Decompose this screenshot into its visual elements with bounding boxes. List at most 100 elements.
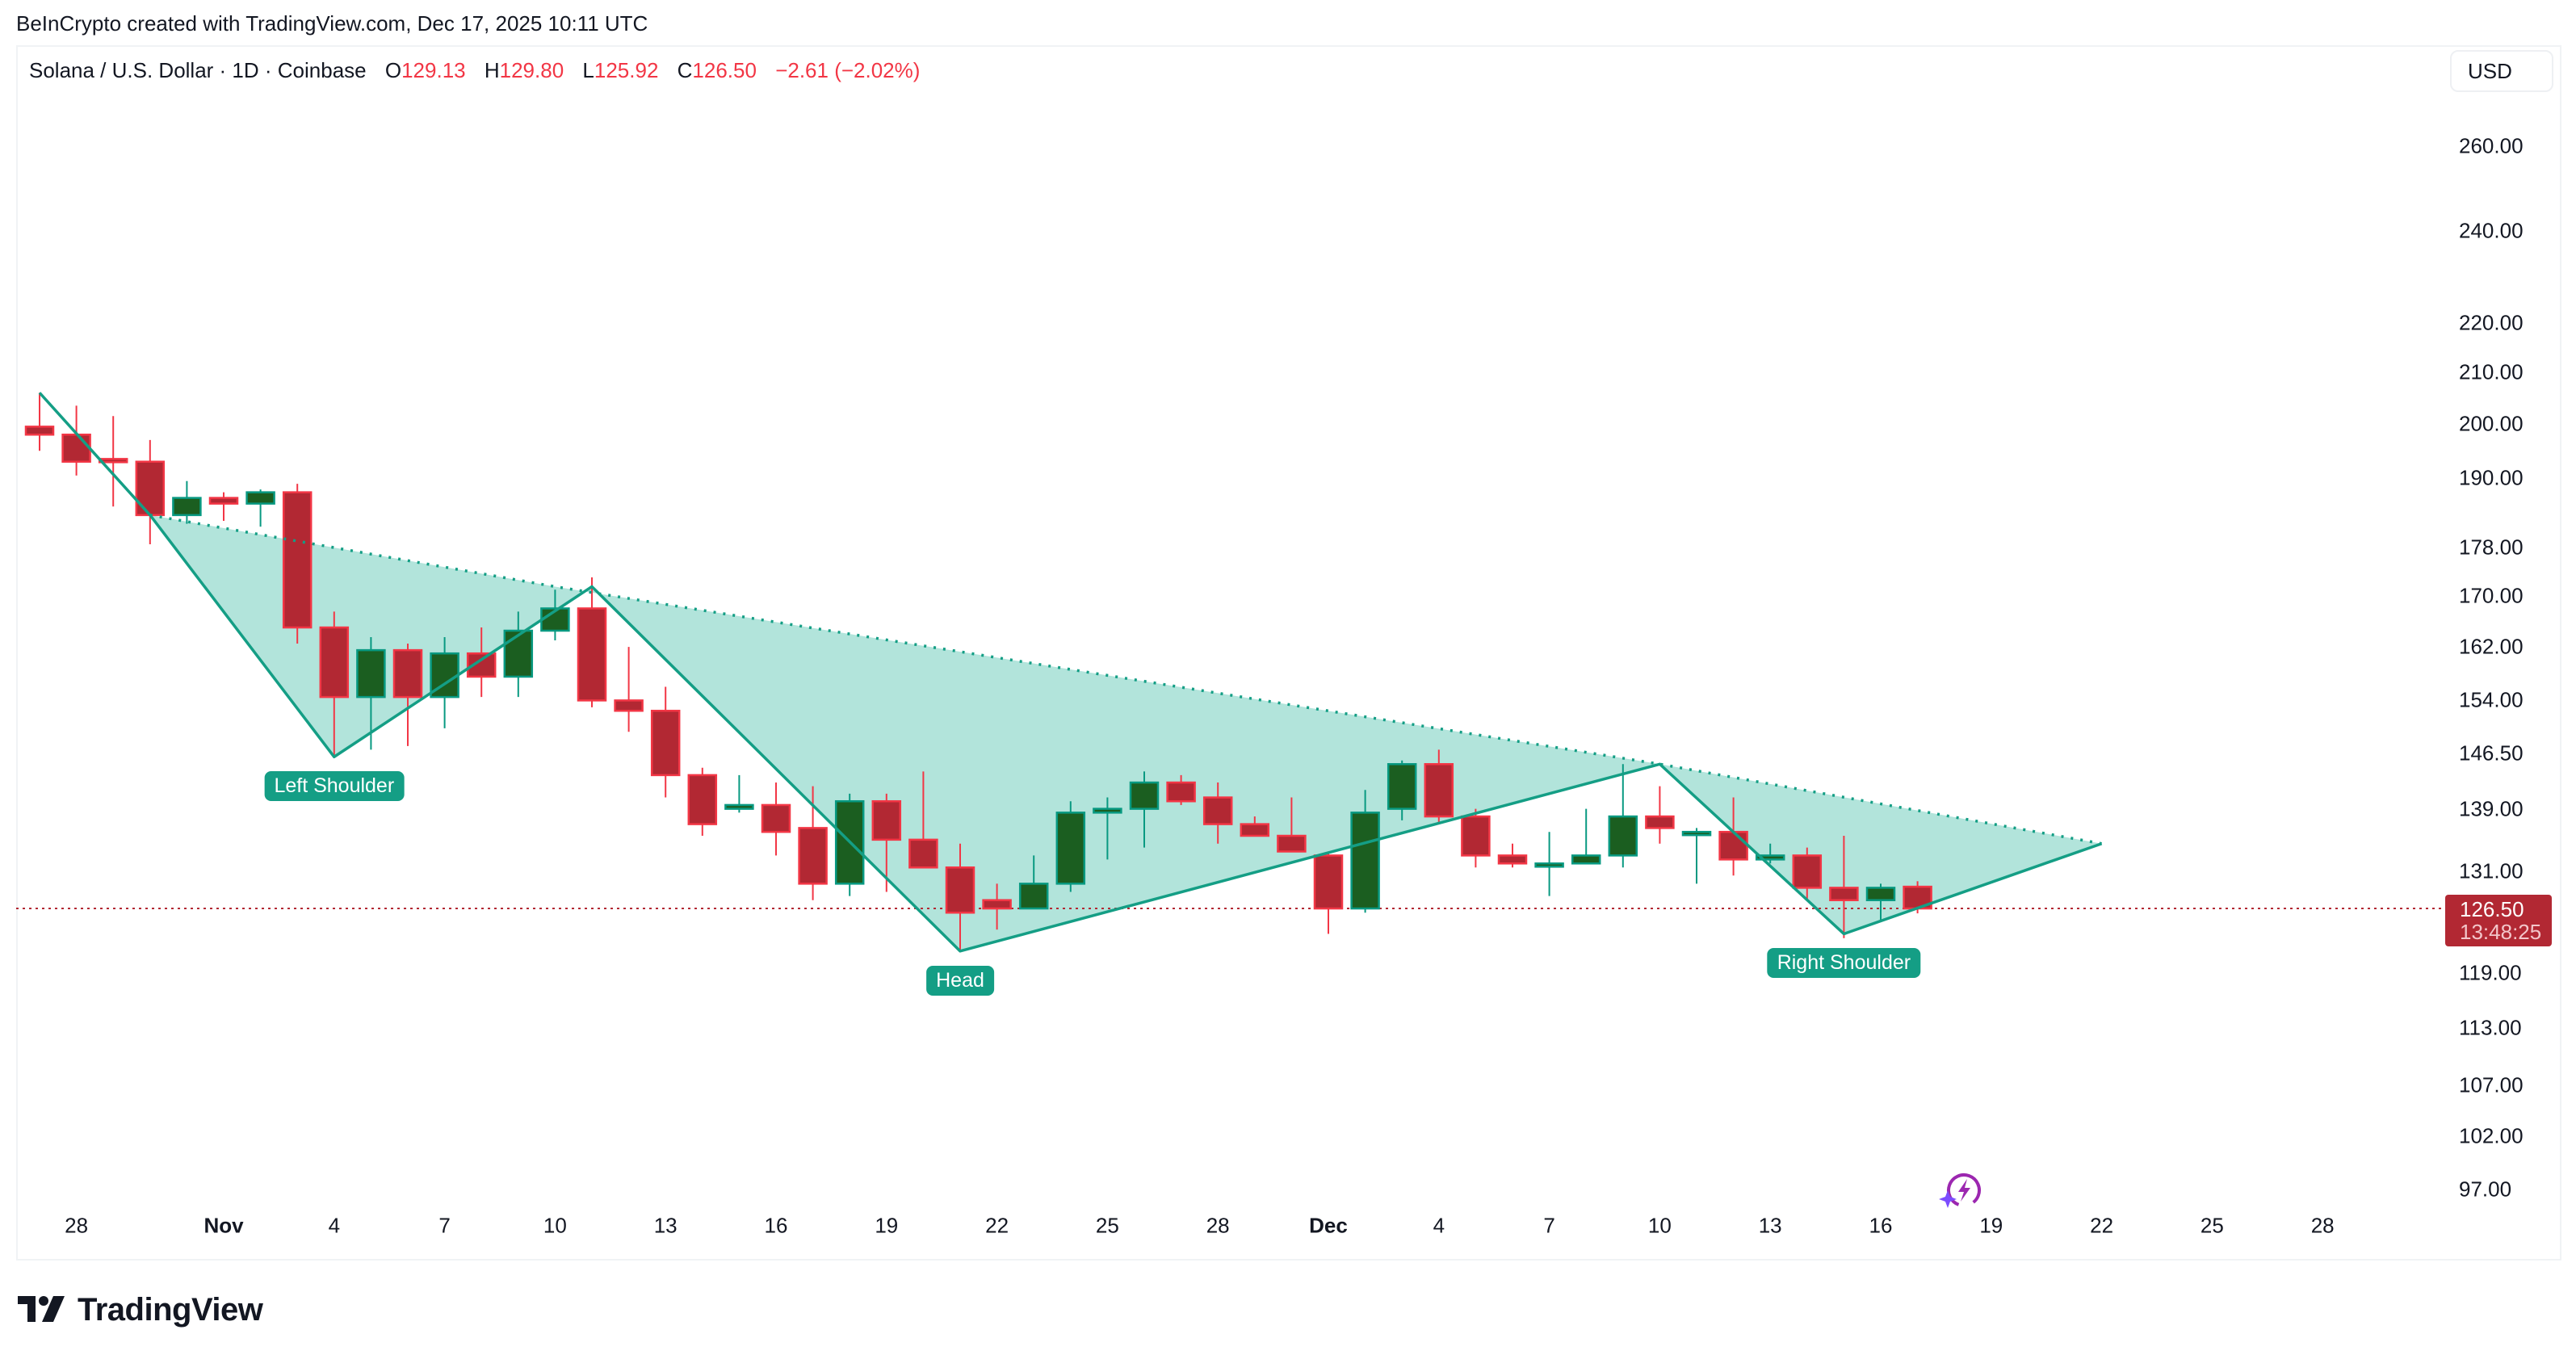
bar-countdown: 13:48:25 bbox=[2460, 920, 2542, 944]
candle-down[interactable] bbox=[319, 626, 350, 698]
candle-down[interactable] bbox=[871, 799, 902, 841]
price-tick: 119.00 bbox=[2459, 960, 2522, 985]
candle-up[interactable] bbox=[1608, 815, 1638, 857]
price-tick: 220.00 bbox=[2459, 310, 2524, 335]
candle-down[interactable] bbox=[24, 426, 55, 436]
current-price-badge: 126.50 13:48:25 bbox=[2445, 895, 2552, 946]
date-tick: 19 bbox=[1979, 1213, 2003, 1238]
candle-up[interactable] bbox=[1681, 830, 1712, 837]
tradingview-logo-icon bbox=[18, 1295, 65, 1322]
candle-down[interactable] bbox=[650, 709, 681, 777]
close-label: C bbox=[677, 58, 693, 82]
candle-down[interactable] bbox=[982, 899, 1012, 910]
candle-up[interactable] bbox=[245, 491, 275, 505]
date-tick: 10 bbox=[1647, 1213, 1672, 1238]
price-tick: 162.00 bbox=[2459, 634, 2524, 659]
pattern-fill-area bbox=[149, 514, 2102, 951]
candle-down[interactable] bbox=[1166, 781, 1196, 803]
candle-down[interactable] bbox=[687, 774, 718, 825]
price-tick: 97.00 bbox=[2459, 1177, 2512, 1202]
date-tick: 7 bbox=[1543, 1213, 1555, 1238]
price-tick: 154.00 bbox=[2459, 687, 2524, 712]
candle-up[interactable] bbox=[356, 648, 386, 698]
candle-down[interactable] bbox=[135, 460, 166, 517]
low-label: L bbox=[582, 58, 594, 82]
date-tick: 16 bbox=[764, 1213, 788, 1238]
date-tick: 25 bbox=[2200, 1213, 2224, 1238]
date-tick: 28 bbox=[2310, 1213, 2335, 1238]
candle-down[interactable] bbox=[1461, 815, 1491, 857]
candle-down[interactable] bbox=[945, 866, 975, 914]
frame-right-border bbox=[2560, 45, 2561, 1261]
date-tick: 4 bbox=[328, 1213, 341, 1238]
candle-down[interactable] bbox=[208, 497, 239, 505]
date-tick: 16 bbox=[1869, 1213, 1893, 1238]
currency-button[interactable]: USD bbox=[2450, 50, 2553, 92]
candle-down[interactable] bbox=[1240, 823, 1270, 837]
candle-down[interactable] bbox=[1202, 796, 1233, 825]
candle-down[interactable] bbox=[1792, 854, 1823, 889]
open-label: O bbox=[384, 58, 402, 82]
candle-up[interactable] bbox=[1129, 781, 1160, 810]
candle-down[interactable] bbox=[1645, 815, 1675, 829]
close-value: 126.50 bbox=[692, 58, 757, 82]
candle-down[interactable] bbox=[1277, 834, 1307, 853]
price-tick: 200.00 bbox=[2459, 411, 2524, 436]
candle-up[interactable] bbox=[724, 803, 754, 810]
candle-down[interactable] bbox=[392, 648, 423, 698]
candle-up[interactable] bbox=[1865, 887, 1896, 901]
candle-up[interactable] bbox=[1350, 812, 1380, 910]
candle-up[interactable] bbox=[1571, 854, 1601, 865]
candle-down[interactable] bbox=[761, 803, 791, 833]
right-shoulder-label[interactable]: Right Shoulder bbox=[1767, 948, 1921, 979]
date-tick: 25 bbox=[1095, 1213, 1119, 1238]
price-tick: 170.00 bbox=[2459, 583, 2524, 608]
candle-down[interactable] bbox=[1313, 854, 1344, 910]
date-tick: 4 bbox=[1433, 1213, 1445, 1238]
lightning-sparkle-icon[interactable] bbox=[1938, 1173, 1983, 1217]
price-tick: 240.00 bbox=[2459, 218, 2524, 243]
candle-up[interactable] bbox=[1755, 854, 1785, 861]
current-price-value: 126.50 bbox=[2460, 897, 2524, 921]
chart-frame bbox=[16, 45, 2560, 1261]
date-tick: Nov bbox=[203, 1213, 244, 1238]
candle-up[interactable] bbox=[1055, 812, 1086, 885]
change-value: −2.61 (−2.02%) bbox=[775, 58, 921, 82]
date-tick: 28 bbox=[1206, 1213, 1230, 1238]
symbol-title[interactable]: Solana / U.S. Dollar · 1D · Coinbase bbox=[29, 58, 367, 82]
price-tick: 178.00 bbox=[2459, 535, 2524, 560]
candle-up[interactable] bbox=[172, 497, 202, 517]
candle-up[interactable] bbox=[503, 629, 534, 678]
high-value: 129.80 bbox=[499, 58, 564, 82]
candle-up[interactable] bbox=[1018, 883, 1049, 910]
price-tick: 210.00 bbox=[2459, 359, 2524, 384]
candle-down[interactable] bbox=[1497, 854, 1528, 865]
left-shoulder-label[interactable]: Left Shoulder bbox=[264, 771, 405, 802]
date-tick: 13 bbox=[1758, 1213, 1782, 1238]
candle-up[interactable] bbox=[1093, 808, 1122, 814]
tradingview-logo[interactable]: TradingView bbox=[18, 1292, 263, 1328]
candle-down[interactable] bbox=[614, 699, 644, 712]
price-tick: 102.00 bbox=[2459, 1123, 2524, 1148]
candle-down[interactable] bbox=[908, 838, 938, 869]
open-value: 129.13 bbox=[401, 58, 466, 82]
price-tick: 260.00 bbox=[2459, 133, 2524, 158]
candle-down[interactable] bbox=[1424, 763, 1454, 818]
head-shoulders-outline[interactable] bbox=[38, 392, 2103, 953]
candle-down[interactable] bbox=[1829, 887, 1859, 901]
price-tick: 107.00 bbox=[2459, 1072, 2524, 1097]
candle-down[interactable] bbox=[798, 827, 828, 885]
high-label: H bbox=[484, 58, 500, 82]
candle-up[interactable] bbox=[1534, 862, 1564, 868]
head-label[interactable]: Head bbox=[926, 965, 994, 996]
date-tick: 19 bbox=[875, 1213, 899, 1238]
candle-down[interactable] bbox=[577, 607, 607, 702]
candle-up[interactable] bbox=[1387, 763, 1417, 810]
candle-down[interactable] bbox=[282, 491, 313, 629]
date-tick: 7 bbox=[438, 1213, 451, 1238]
date-tick: 10 bbox=[543, 1213, 567, 1238]
candle-down[interactable] bbox=[61, 434, 91, 464]
neckline-dotted[interactable] bbox=[149, 514, 2102, 845]
candle-down[interactable] bbox=[1718, 830, 1748, 861]
